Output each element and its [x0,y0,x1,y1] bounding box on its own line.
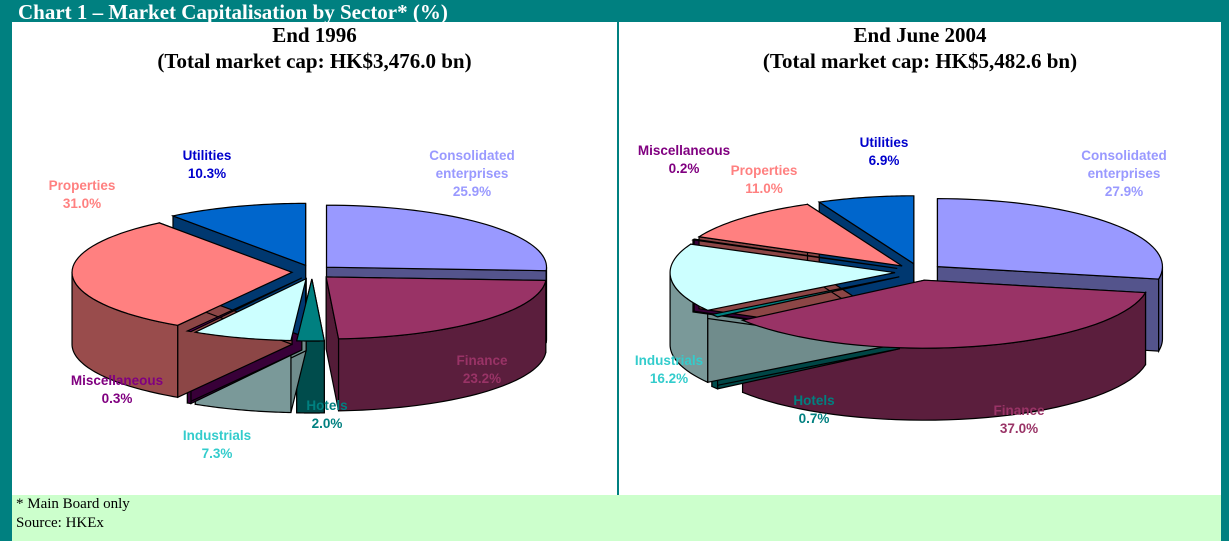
footnote: * Main Board only [16,496,130,512]
slice-label: Hotels 2.0% [262,397,392,433]
slice [936,198,1164,280]
slice [193,277,308,342]
value-label: 27.9% [1104,184,1144,199]
value-label: 0.3% [101,391,133,406]
slice-label: Hotels 0.7% [749,392,879,428]
chart-subtitle: (Total market cap: HK$3,476.0 bn) [157,49,472,73]
category-label: Finance [456,353,508,368]
value-label: 10.3% [187,166,227,181]
slice [325,276,547,340]
category-label: Miscellaneous [637,143,731,158]
slice-side [1158,266,1164,354]
slice-label: Miscellaneous 0.3% [52,372,182,408]
slice [697,203,903,267]
slice-label: Utilities 10.3% [142,147,272,183]
slice-label: Properties 31.0% [17,177,147,213]
slice-label: Industrials 16.2% [604,352,734,388]
category-label: Utilities [859,135,909,150]
category-label: Consolidated enterprises [1081,148,1167,181]
chart-title: End June 2004 [853,23,987,47]
category-label: Finance [993,403,1045,418]
slice [71,222,294,326]
value-label: 0.2% [668,161,700,176]
pie-chart [669,195,1164,421]
value-label: 11.0% [745,181,783,196]
value-label: 2.0% [311,416,343,431]
slice [295,278,326,342]
footer: * Main Board only Source: HKEx [12,495,1221,541]
chart-panel: End June 2004 (Total market cap: HK$5,48… [619,22,1221,495]
slice [817,195,915,265]
slice [691,238,898,270]
value-label: 23.2% [462,371,502,386]
value-label: 37.0% [999,421,1039,436]
pie-chart [71,202,548,414]
chart-subtitle: (Total market cap: HK$5,482.6 bn) [762,49,1078,73]
category-label: Hotels [306,398,348,413]
category-label: Utilities [182,148,232,163]
slice [740,279,1147,349]
category-label: Miscellaneous [70,373,164,388]
value-label: 0.7% [798,411,830,426]
value-label: 6.9% [868,153,900,168]
category-label: Consolidated enterprises [429,148,515,181]
footnote: Source: HKEx [16,515,104,531]
slice [185,277,303,333]
slice-label: Finance 37.0% [954,402,1084,438]
category-label: Industrials [634,353,704,368]
category-label: Properties [48,178,116,193]
slice-label: Consolidated enterprises 27.9% [1059,147,1189,201]
value-label: 25.9% [452,184,492,199]
chart-title: End 1996 [272,23,357,47]
slice-label: Industrials 7.3% [152,427,282,463]
value-label: 16.2% [649,371,689,386]
slice-label: Utilities 6.9% [819,134,949,170]
category-label: Hotels [793,393,835,408]
slice [170,202,307,267]
value-label: 7.3% [201,446,233,461]
slice-label: Consolidated enterprises 25.9% [407,147,537,201]
value-label: 31.0% [62,196,102,211]
category-label: Properties [730,163,798,178]
slice-label: Properties 11.0% [699,162,829,198]
page-title: Chart 1 – Market Capitalisation by Secto… [18,0,448,24]
slice [709,276,900,318]
slice [669,243,896,311]
slice-label: Miscellaneous 0.2% [619,142,749,178]
category-label: Industrials [182,428,252,443]
chart-panel: End 1996 (Total market cap: HK$3,476.0 b… [12,22,617,495]
slice-label: Finance 23.2% [417,352,547,388]
slice [325,204,548,272]
